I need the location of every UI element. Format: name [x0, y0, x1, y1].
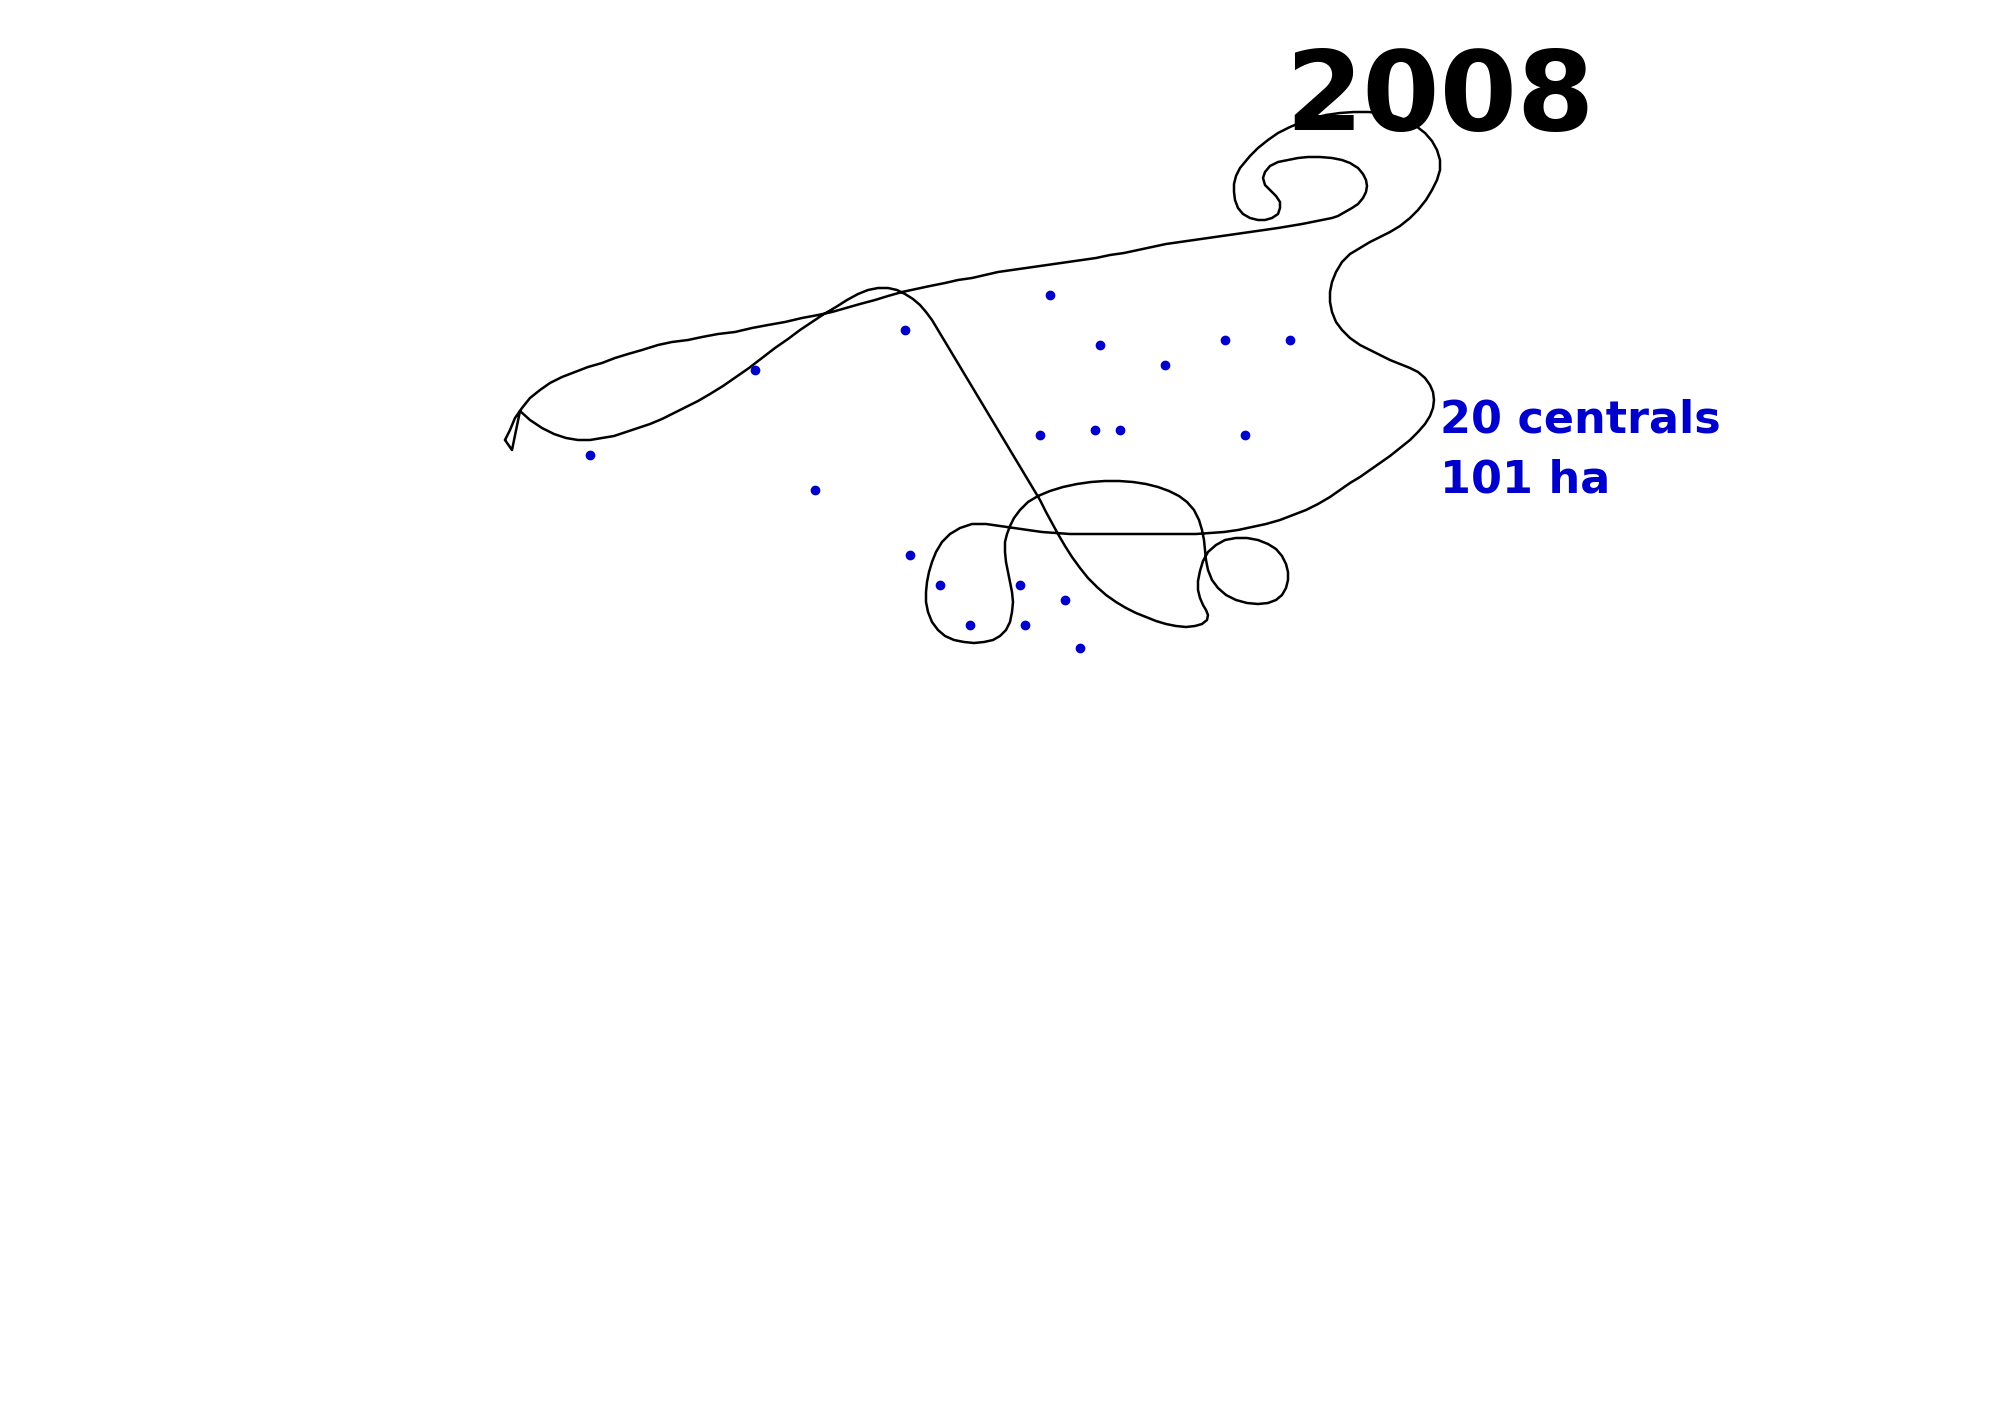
Text: 20 centrals
101 ha: 20 centrals 101 ha [1440, 399, 1720, 502]
Text: 2008: 2008 [1286, 47, 1594, 154]
